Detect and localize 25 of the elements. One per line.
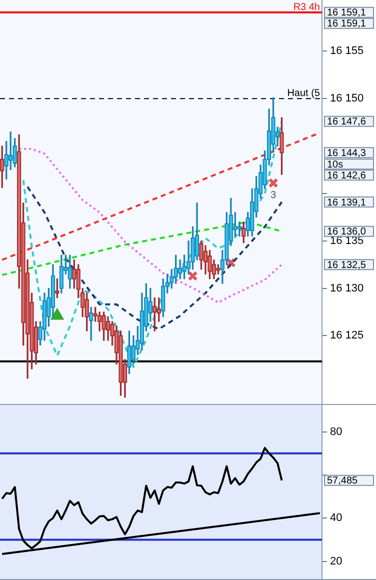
line-series <box>22 120 283 368</box>
y-tick-label: 20 <box>330 555 342 568</box>
text: 16 159,1 <box>327 18 366 30</box>
y-tick-label: 16 155 <box>330 45 364 58</box>
ref-line-label: Haut (5 <box>287 88 320 100</box>
line-series <box>18 148 283 304</box>
y-tick-label: 16 130 <box>330 282 364 294</box>
y-tick-label: 40 <box>330 512 342 524</box>
y-tick-label: 16 150 <box>330 92 364 105</box>
series-label: 3 <box>270 190 276 201</box>
text: 16 147,6 <box>327 116 366 128</box>
text: 16 144,3 <box>327 148 366 159</box>
text: 16 139,1 <box>327 197 366 208</box>
line-series <box>26 186 283 330</box>
y-tick-label: 16 125 <box>330 330 364 342</box>
point <box>51 309 64 320</box>
text: 16 132,5 <box>327 260 366 271</box>
text: 57,485 <box>327 476 358 487</box>
point <box>268 178 278 188</box>
ref-line-label: R3 4h <box>293 2 320 13</box>
point <box>188 270 198 282</box>
text: 10s <box>327 159 344 170</box>
text: 16 142,6 <box>327 170 366 182</box>
y-tick-label: 80 <box>330 426 342 438</box>
text: 16 159,1 <box>327 8 366 19</box>
